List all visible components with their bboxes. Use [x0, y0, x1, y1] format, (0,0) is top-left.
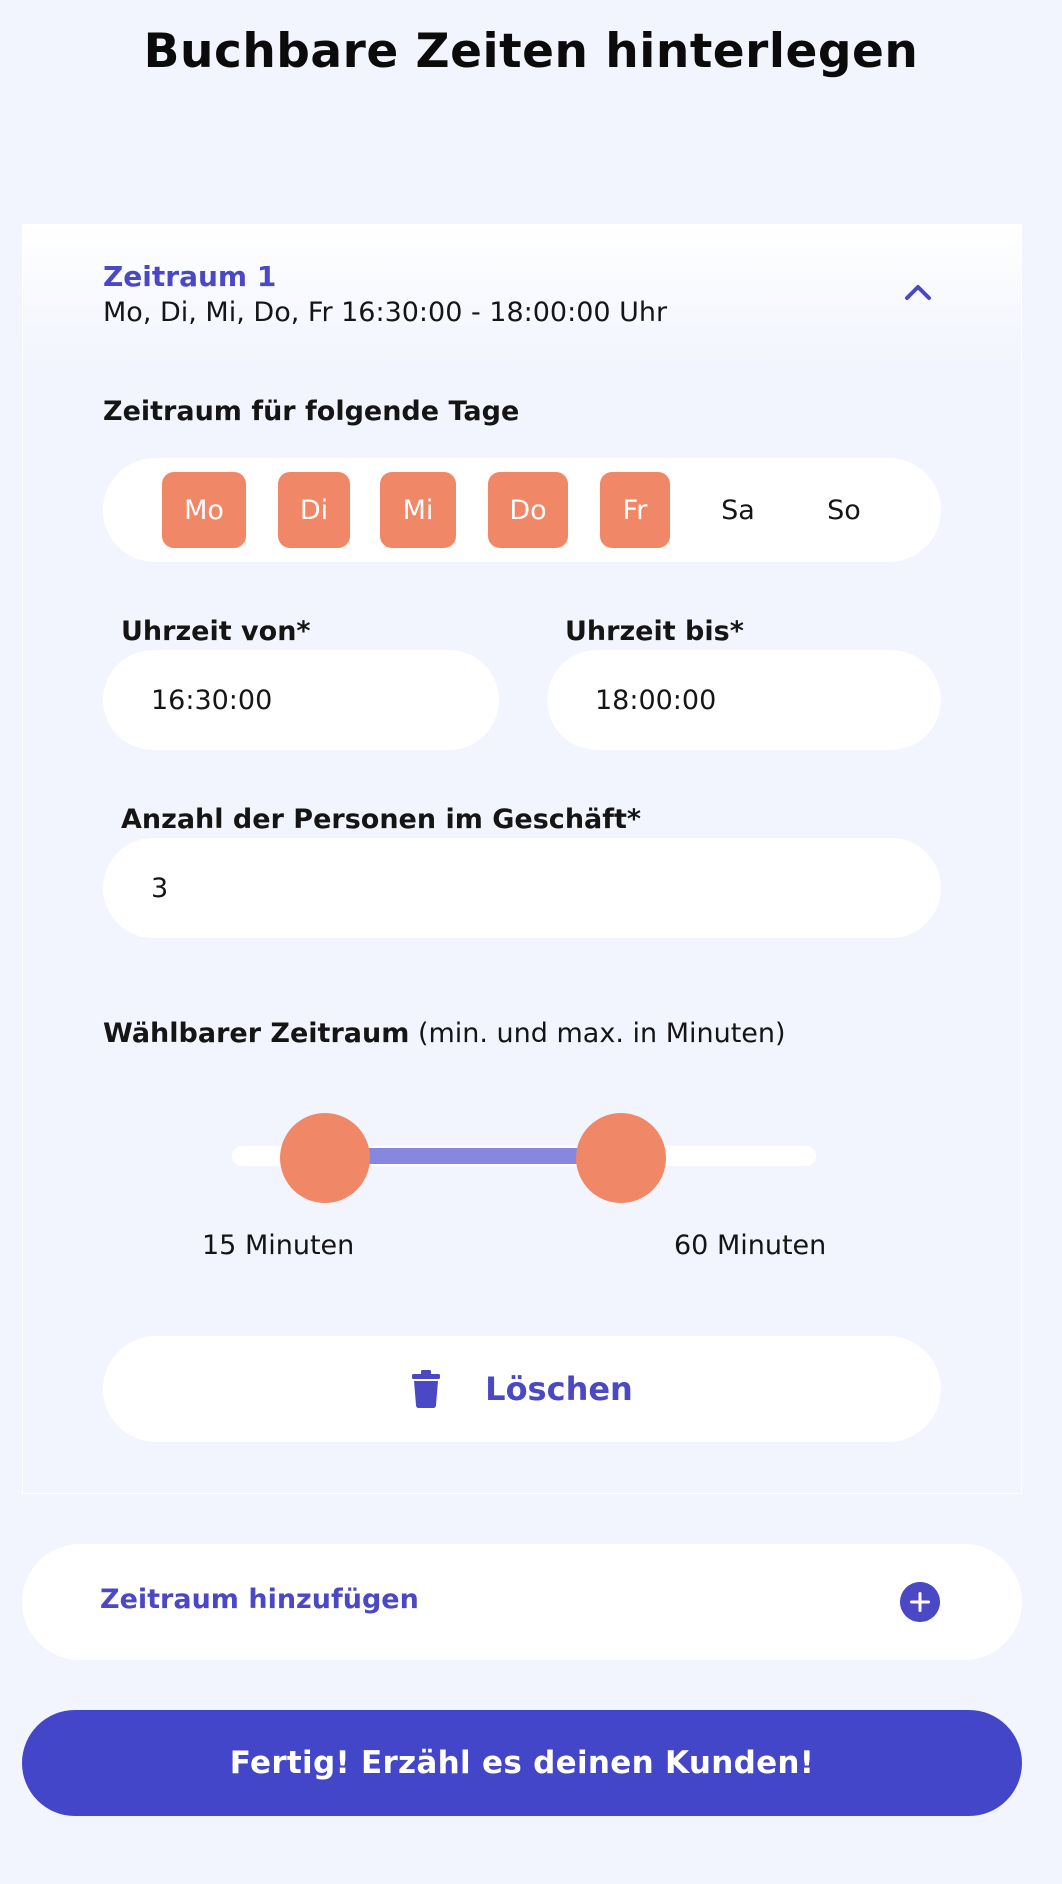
day-toggle-fr[interactable]: Fr: [600, 472, 670, 548]
add-period-label: Zeitraum hinzufügen: [100, 1584, 419, 1615]
plus-circle-icon: [900, 1582, 940, 1622]
day-toggle-di[interactable]: Di: [278, 472, 350, 548]
add-period-button[interactable]: Zeitraum hinzufügen: [22, 1544, 1022, 1660]
chevron-up-icon: [905, 285, 931, 300]
persons-label: Anzahl der Personen im Geschäft*: [121, 804, 642, 835]
time-to-input[interactable]: [547, 650, 941, 750]
day-toggle-so[interactable]: So: [827, 494, 861, 526]
trash-icon: [412, 1370, 441, 1408]
slider-min-handle[interactable]: [280, 1113, 370, 1203]
duration-slider-fill: [324, 1148, 620, 1164]
days-label: Zeitraum für folgende Tage: [103, 396, 520, 427]
day-toggle-do[interactable]: Do: [488, 472, 568, 548]
range-label: Wählbarer Zeitraum (min. und max. in Min…: [103, 1018, 786, 1049]
delete-label: Löschen: [485, 1370, 633, 1408]
delete-button[interactable]: Löschen: [103, 1336, 941, 1442]
day-toggle-sa[interactable]: Sa: [721, 494, 755, 526]
period-title: Zeitraum 1: [103, 260, 277, 293]
range-label-rest: (min. und max. in Minuten): [409, 1018, 786, 1049]
done-button[interactable]: Fertig! Erzähl es deinen Kunden!: [22, 1710, 1022, 1816]
day-toggle-mi[interactable]: Mi: [380, 472, 456, 548]
slider-max-handle[interactable]: [576, 1113, 666, 1203]
day-toggle-mo[interactable]: Mo: [162, 472, 246, 548]
collapse-button[interactable]: [898, 276, 938, 306]
period-summary: Mo, Di, Mi, Do, Fr 16:30:00 - 18:00:00 U…: [103, 297, 668, 328]
slider-min-value: 15 Minuten: [202, 1230, 355, 1261]
range-label-bold: Wählbarer Zeitraum: [103, 1018, 410, 1049]
persons-input[interactable]: [103, 838, 941, 938]
time-from-input[interactable]: [103, 650, 499, 750]
page-title: Buchbare Zeiten hinterlegen: [143, 24, 919, 79]
time-from-label: Uhrzeit von*: [121, 616, 311, 647]
time-to-label: Uhrzeit bis*: [565, 616, 744, 647]
slider-max-value: 60 Minuten: [674, 1230, 827, 1261]
